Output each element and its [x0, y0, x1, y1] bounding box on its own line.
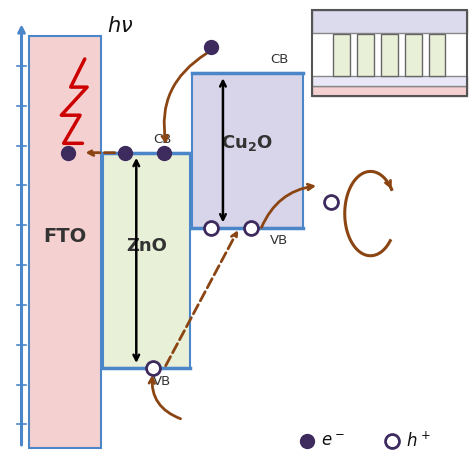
Text: ZnO: ZnO [126, 237, 167, 255]
Text: VB: VB [153, 375, 171, 388]
Bar [381, 34, 398, 76]
Bar [428, 34, 446, 76]
Text: $h\nu$: $h\nu$ [107, 16, 133, 36]
Text: CB: CB [270, 54, 288, 66]
Text: VB: VB [270, 234, 288, 247]
Text: $e^-$: $e^-$ [321, 432, 345, 450]
Bar [405, 34, 421, 76]
Text: CB: CB [153, 133, 171, 146]
Bar [333, 34, 350, 76]
Bar [312, 10, 466, 33]
Text: $h^+$: $h^+$ [406, 431, 430, 450]
Text: $\mathbf{Cu_2O}$: $\mathbf{Cu_2O}$ [221, 133, 273, 153]
Bar [192, 73, 302, 228]
Bar [357, 34, 374, 76]
Bar [103, 153, 190, 368]
Bar [28, 36, 101, 448]
Text: FTO: FTO [43, 228, 86, 246]
Bar [312, 76, 466, 86]
Bar [312, 10, 466, 97]
Bar [312, 86, 466, 97]
